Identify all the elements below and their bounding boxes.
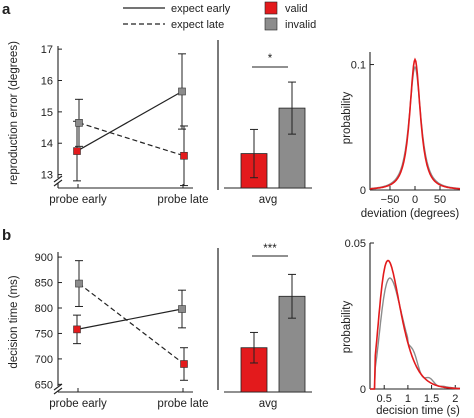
x-tick-label-b-1: probe late (157, 398, 208, 410)
bar-category-label-a: avg (259, 194, 278, 206)
significance-b: *** (252, 243, 288, 257)
legend-invalid: invalid (285, 19, 316, 31)
y-tick-label-b-2: 750 (35, 328, 53, 340)
legend-expect-early: expect early (171, 3, 231, 15)
ylabel-a: reproduction error (degrees) (8, 41, 20, 185)
y-tick-label-b-1: 700 (35, 354, 53, 366)
legend-valid-swatch (264, 1, 278, 15)
series-line-b-1 (78, 283, 185, 365)
y-tick-label-b-3: 800 (35, 303, 53, 315)
dist-y-tick-label-b-1: 0.05 (345, 238, 366, 250)
dist-curve-b-invalid (370, 277, 461, 390)
dist-y-tick-label-b-0: 0 (360, 384, 366, 396)
dist-ylabel-b: probability (341, 301, 353, 354)
dist-curve-a-valid (370, 57, 460, 190)
significance-a: * (252, 53, 288, 68)
dist-x-tick-label-b-2: 1.5 (424, 393, 439, 405)
dist-y-tick-label-a-1: 0.1 (351, 60, 366, 72)
y-tick-label-a-0: 13 (41, 170, 53, 182)
axis-break-b (53, 383, 63, 391)
panel-letter-a: a (2, 1, 11, 18)
series-line-b-0 (76, 308, 183, 330)
point-a-0-1 (178, 87, 186, 96)
y-tick-label-a-4: 17 (41, 44, 53, 56)
dist-curve-a-invalid (369, 65, 461, 190)
bar-category-label-b: avg (259, 398, 278, 410)
point-a-1-1 (180, 151, 188, 160)
legend-invalid-swatch (264, 17, 278, 31)
x-tick-label-a-1: probe late (157, 194, 208, 206)
dist-x-tick-label-b-3: 2 (452, 393, 458, 405)
dist-x-tick-label-b-0: 0.5 (377, 393, 392, 405)
y-tick-label-b-4: 850 (35, 278, 53, 290)
y-tick-label-a-2: 15 (41, 107, 53, 119)
dist-xlabel-b: decision time (s) (376, 405, 460, 417)
point-b-1-0 (75, 279, 83, 288)
y-tick-label-b-5: 900 (35, 252, 53, 264)
dist-y-tick-label-a-0: 0 (360, 185, 366, 197)
dist-ylabel-a: probability (341, 92, 353, 145)
dist-xlabel-a: deviation (degrees) (361, 208, 460, 220)
significance-label-a: * (268, 53, 273, 65)
legend-valid: valid (285, 3, 308, 15)
significance-label-b: *** (263, 243, 277, 255)
dist-x-tick-label-a-0: −50 (381, 194, 400, 206)
point-b-0-1 (178, 305, 186, 313)
dist-curve-b-valid (370, 259, 460, 390)
x-tick-label-b-0: probe early (49, 398, 107, 410)
series-line-a-1 (78, 122, 185, 157)
axis-break-a (53, 175, 63, 183)
y-tick-label-a-1: 14 (41, 138, 53, 150)
y-tick-label-b-0: 650 (35, 379, 53, 391)
ylabel-b: decision time (ms) (8, 275, 20, 368)
dist-x-tick-label-a-1: 0 (412, 194, 418, 206)
legend: expect early expect late valid invalid (123, 1, 316, 31)
plots: 13 14 15 16 17 probe early probe late avg 650 700… (35, 44, 461, 410)
dist-x-tick-label-a-2: 50 (434, 194, 446, 206)
panel-letter-b: b (2, 227, 11, 244)
y-tick-label-a-3: 16 (41, 76, 53, 88)
dist-x-tick-label-b-1: 1 (405, 393, 411, 405)
point-b-1-1 (180, 360, 188, 368)
point-a-0-0 (73, 147, 81, 155)
legend-expect-late: expect late (171, 19, 224, 31)
series-line-a-0 (76, 90, 183, 152)
x-tick-label-a-0: probe early (49, 194, 107, 206)
point-b-0-0 (73, 325, 81, 334)
point-a-1-0 (75, 119, 83, 127)
